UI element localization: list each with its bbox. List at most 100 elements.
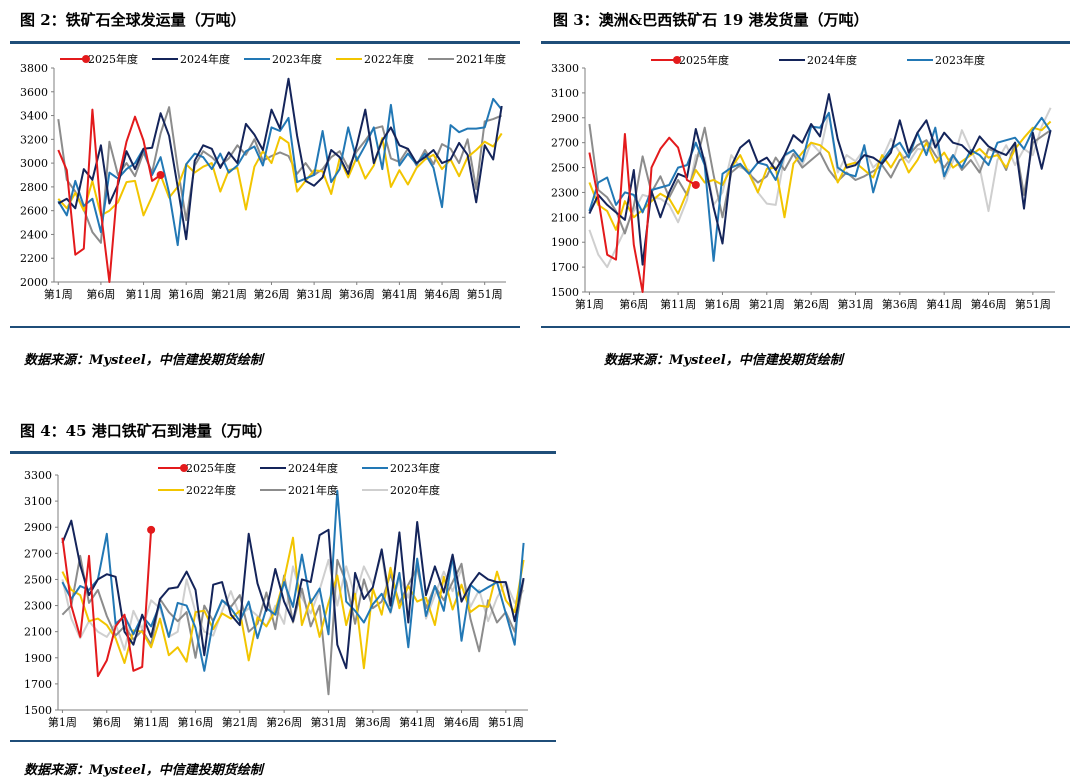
x-tick-label: 第46周 — [443, 715, 479, 729]
y-tick-label: 3400 — [20, 110, 48, 123]
y-tick-label: 2100 — [551, 211, 579, 224]
y-tick-label: 2500 — [551, 162, 579, 175]
legend-entry: 2022年度 — [158, 483, 236, 497]
series-line — [588, 133, 697, 293]
x-tick-label: 第16周 — [168, 287, 204, 301]
x-tick-label: 第41周 — [926, 297, 962, 311]
y-tick-label: 2900 — [24, 521, 52, 534]
legend-marker — [673, 56, 681, 64]
series-line — [57, 97, 503, 247]
bottom-rule — [10, 326, 520, 328]
legend-label: 2021年度 — [456, 52, 506, 66]
legend-label: 2025年度 — [679, 53, 729, 67]
x-tick-label: 第11周 — [126, 287, 162, 301]
x-tick-label: 第21周 — [222, 715, 258, 729]
x-tick-label: 第36周 — [355, 715, 391, 729]
series-2023年度 — [588, 111, 1052, 262]
series-2025年度 — [61, 525, 156, 678]
x-tick-label: 第41周 — [399, 715, 435, 729]
series-line — [588, 93, 1052, 266]
x-tick-label: 第26周 — [266, 715, 302, 729]
y-tick-label: 3600 — [20, 86, 48, 99]
series-2021年度 — [588, 123, 1052, 235]
legend-label: 2020年度 — [390, 483, 440, 497]
legend-label: 2023年度 — [272, 52, 322, 66]
series-line — [588, 123, 1052, 235]
data-source: 数据来源：Mysteel，中信建投期货绘制 — [24, 353, 263, 368]
legend-entry: 2024年度 — [260, 461, 338, 475]
series-2023年度 — [57, 97, 503, 247]
legend-entry: 2024年度 — [152, 52, 230, 66]
legend-entry: 2021年度 — [428, 52, 506, 66]
y-tick-label: 3100 — [24, 495, 52, 508]
legend-label: 2023年度 — [935, 53, 985, 67]
legend-entry: 2021年度 — [260, 483, 338, 497]
y-tick-label: 3100 — [551, 87, 579, 100]
y-tick-label: 2300 — [24, 600, 52, 613]
series-2025年度 — [57, 108, 165, 283]
data-source: 数据来源：Mysteel，中信建投期货绘制 — [604, 353, 843, 368]
title-rule — [541, 41, 1070, 44]
legend-marker — [82, 55, 90, 63]
series-2024年度 — [61, 519, 525, 670]
chart-port-arrivals: 1500 1700 1900 2100 2300 2500 2700 2900 3100 3300… — [24, 461, 528, 729]
x-tick-label: 第46周 — [970, 297, 1006, 311]
y-tick-label: 1700 — [24, 678, 52, 691]
y-tick-label: 3200 — [20, 133, 48, 146]
legend-label: 2024年度 — [807, 53, 857, 67]
y-tick-label: 3000 — [20, 157, 48, 170]
x-tick-label: 第26周 — [793, 297, 829, 311]
y-tick-label: 3800 — [20, 62, 48, 75]
bottom-rule — [541, 326, 1070, 328]
series-last-point — [156, 171, 165, 179]
y-tick-label: 1900 — [551, 236, 579, 249]
legend-label: 2021年度 — [288, 483, 338, 497]
x-tick-label: 第26周 — [253, 287, 289, 301]
x-tick-label: 第36周 — [882, 297, 918, 311]
series-last-point — [147, 525, 156, 534]
y-tick-label: 1500 — [551, 286, 579, 299]
x-tick-label: 第41周 — [381, 287, 417, 301]
series-line — [588, 120, 1052, 231]
x-tick-label: 第16周 — [177, 715, 213, 729]
y-tick-label: 2700 — [24, 547, 52, 560]
y-tick-label: 2400 — [20, 228, 48, 241]
legend-entry: 2022年度 — [336, 52, 414, 66]
legend-label: 2023年度 — [390, 461, 440, 475]
legend-label: 2024年度 — [180, 52, 230, 66]
y-tick-label: 2700 — [551, 137, 579, 150]
series-2022年度 — [588, 120, 1052, 231]
legend-entry: 2023年度 — [907, 53, 985, 67]
y-tick-label: 2000 — [20, 276, 48, 289]
chart-au-br-shipments: 1500 1700 1900 2100 2300 2500 2700 2900 3100 3300… — [551, 53, 1055, 311]
y-tick-label: 3300 — [24, 469, 52, 482]
y-tick-label: 2100 — [24, 626, 52, 639]
series-line — [588, 111, 1052, 262]
series-line — [61, 529, 153, 678]
x-tick-label: 第11周 — [133, 715, 169, 729]
x-tick-label: 第31周 — [296, 287, 332, 301]
series-last-point — [691, 180, 700, 189]
x-tick-label: 第31周 — [837, 297, 873, 311]
x-tick-label: 第46周 — [424, 287, 460, 301]
series-line — [57, 77, 503, 241]
series-2024年度 — [57, 77, 503, 241]
x-tick-label: 第1周 — [44, 287, 73, 301]
legend-entry: 2025年度 — [651, 53, 729, 67]
x-tick-label: 第21周 — [211, 287, 247, 301]
y-tick-label: 3300 — [551, 62, 579, 75]
bottom-rule — [10, 740, 556, 742]
y-tick-label: 1500 — [24, 704, 52, 717]
legend-entry: 2023年度 — [244, 52, 322, 66]
x-tick-label: 第6周 — [92, 715, 121, 729]
chart-global-shipments: 2000 2200 2400 2600 2800 3000 3200 3400 3600 3800… — [20, 52, 506, 301]
series-line — [61, 519, 525, 670]
legend-label: 2022年度 — [364, 52, 414, 66]
x-tick-label: 第51周 — [488, 715, 524, 729]
chart-title: 图 4：45 港口铁矿石到港量（万吨） — [20, 422, 272, 440]
series-line — [57, 108, 162, 283]
y-tick-label: 2500 — [24, 573, 52, 586]
y-tick-label: 2200 — [20, 252, 48, 265]
y-tick-label: 1700 — [551, 261, 579, 274]
series-2025年度 — [588, 133, 700, 293]
